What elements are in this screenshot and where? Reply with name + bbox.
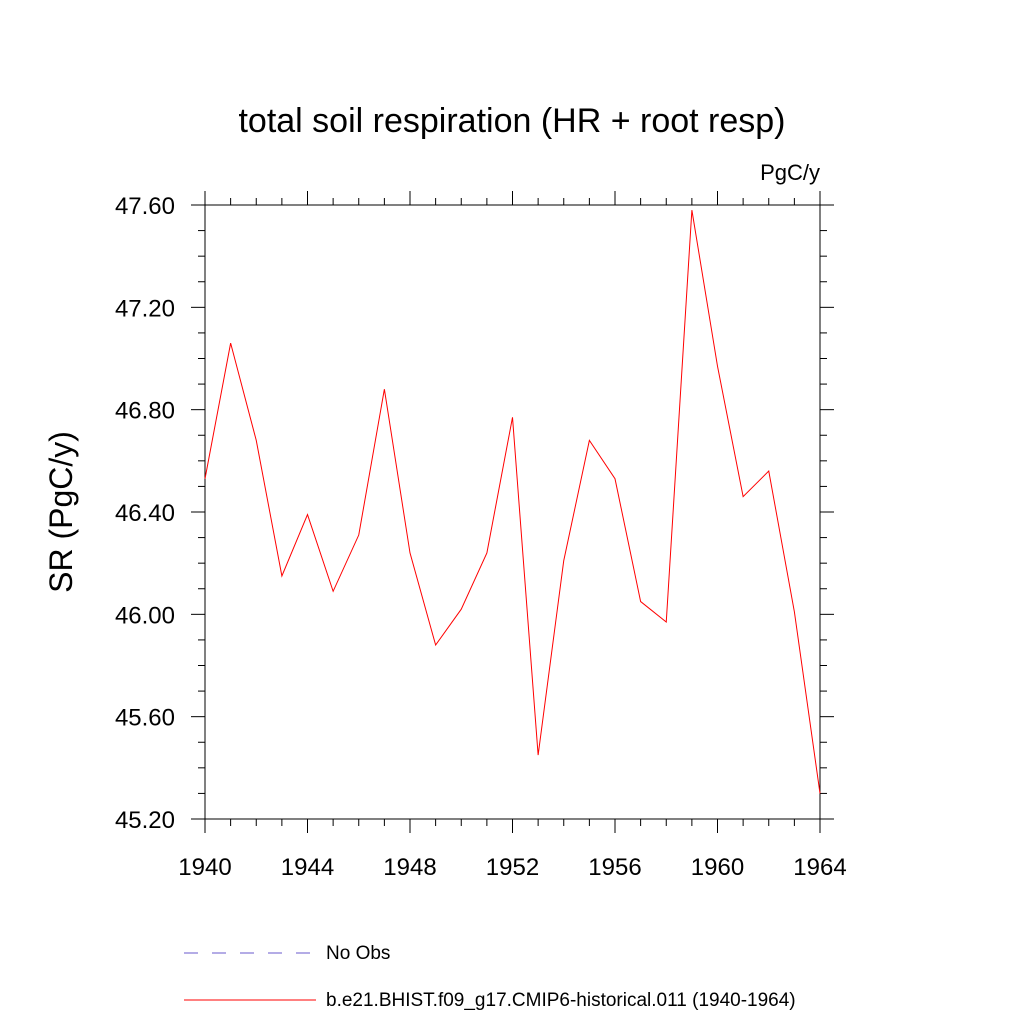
series-layer — [204, 210, 821, 794]
x-tick-label: 1948 — [383, 854, 436, 881]
x-tick-label: 1940 — [178, 854, 231, 881]
plot-frame — [204, 204, 821, 820]
x-tick-label: 1960 — [691, 854, 744, 881]
y-axis-label: SR (PgC/y) — [43, 431, 79, 593]
units-label: PgC/y — [760, 160, 820, 185]
y-tick-label: 46.00 — [115, 602, 175, 629]
x-tick-label: 1964 — [793, 854, 846, 881]
y-tick-label: 46.80 — [115, 398, 175, 425]
y-tick-label: 46.40 — [115, 500, 175, 527]
series-line — [204, 210, 821, 794]
x-tick-label: 1956 — [588, 854, 641, 881]
x-tick-label: 1944 — [281, 854, 334, 881]
axes: 1940 1944 1948 1952 1956 1960 1964 45.20 45.60 46… — [115, 191, 847, 881]
y-tick-label: 45.60 — [115, 705, 175, 732]
legend: No Obs b.e21.BHIST.f09_g17.CMIP6-histori… — [184, 943, 796, 1011]
y-tick-label: 47.60 — [115, 193, 175, 220]
chart-title: total soil respiration (HR + root resp) — [238, 102, 785, 140]
y-tick-label: 45.20 — [115, 807, 175, 834]
x-tick-label: 1952 — [486, 854, 539, 881]
legend-label-historical: b.e21.BHIST.f09_g17.CMIP6-historical.011… — [326, 990, 796, 1011]
legend-label-no-obs: No Obs — [326, 943, 390, 964]
y-tick-label: 47.20 — [115, 295, 175, 322]
